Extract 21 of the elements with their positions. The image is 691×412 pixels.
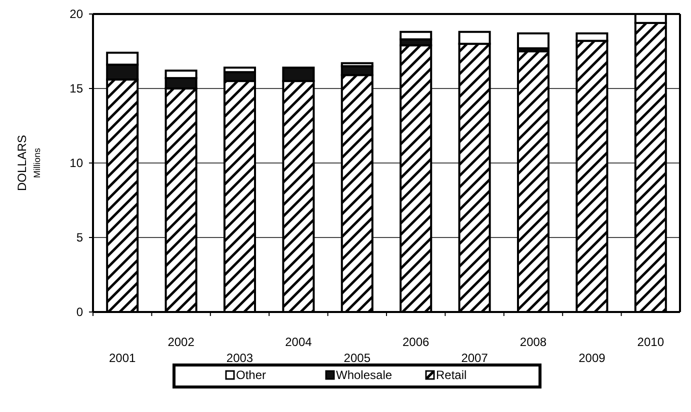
legend-label: Wholesale [336,368,392,382]
y-tick-label: 20 [70,7,84,22]
x-tick-label: 2001 [109,351,136,365]
x-tick-label: 2006 [402,335,430,349]
x-tick-label: 2003 [226,351,254,365]
text: Millions [32,148,42,178]
x-tick-label: 2004 [285,335,312,349]
y-tick-label: 15 [70,82,84,96]
legend-label: Retail [436,368,467,382]
x-tick-label: 2010 [637,335,664,349]
y-tick-label: 10 [70,156,84,170]
x-tick-label: 2005 [344,351,371,365]
x-tick-label: 2009 [578,351,606,365]
x-tick-label: 2008 [520,335,547,349]
y-tick-label: 5 [76,230,84,245]
y-tick-label: 0 [76,305,84,320]
legend-label: Other [236,368,266,382]
x-tick-label: 2002 [168,335,195,349]
y-axis-title: DOLLARS [15,134,29,192]
bar [516,32,550,50]
x-tick-label: 2007 [461,351,488,365]
